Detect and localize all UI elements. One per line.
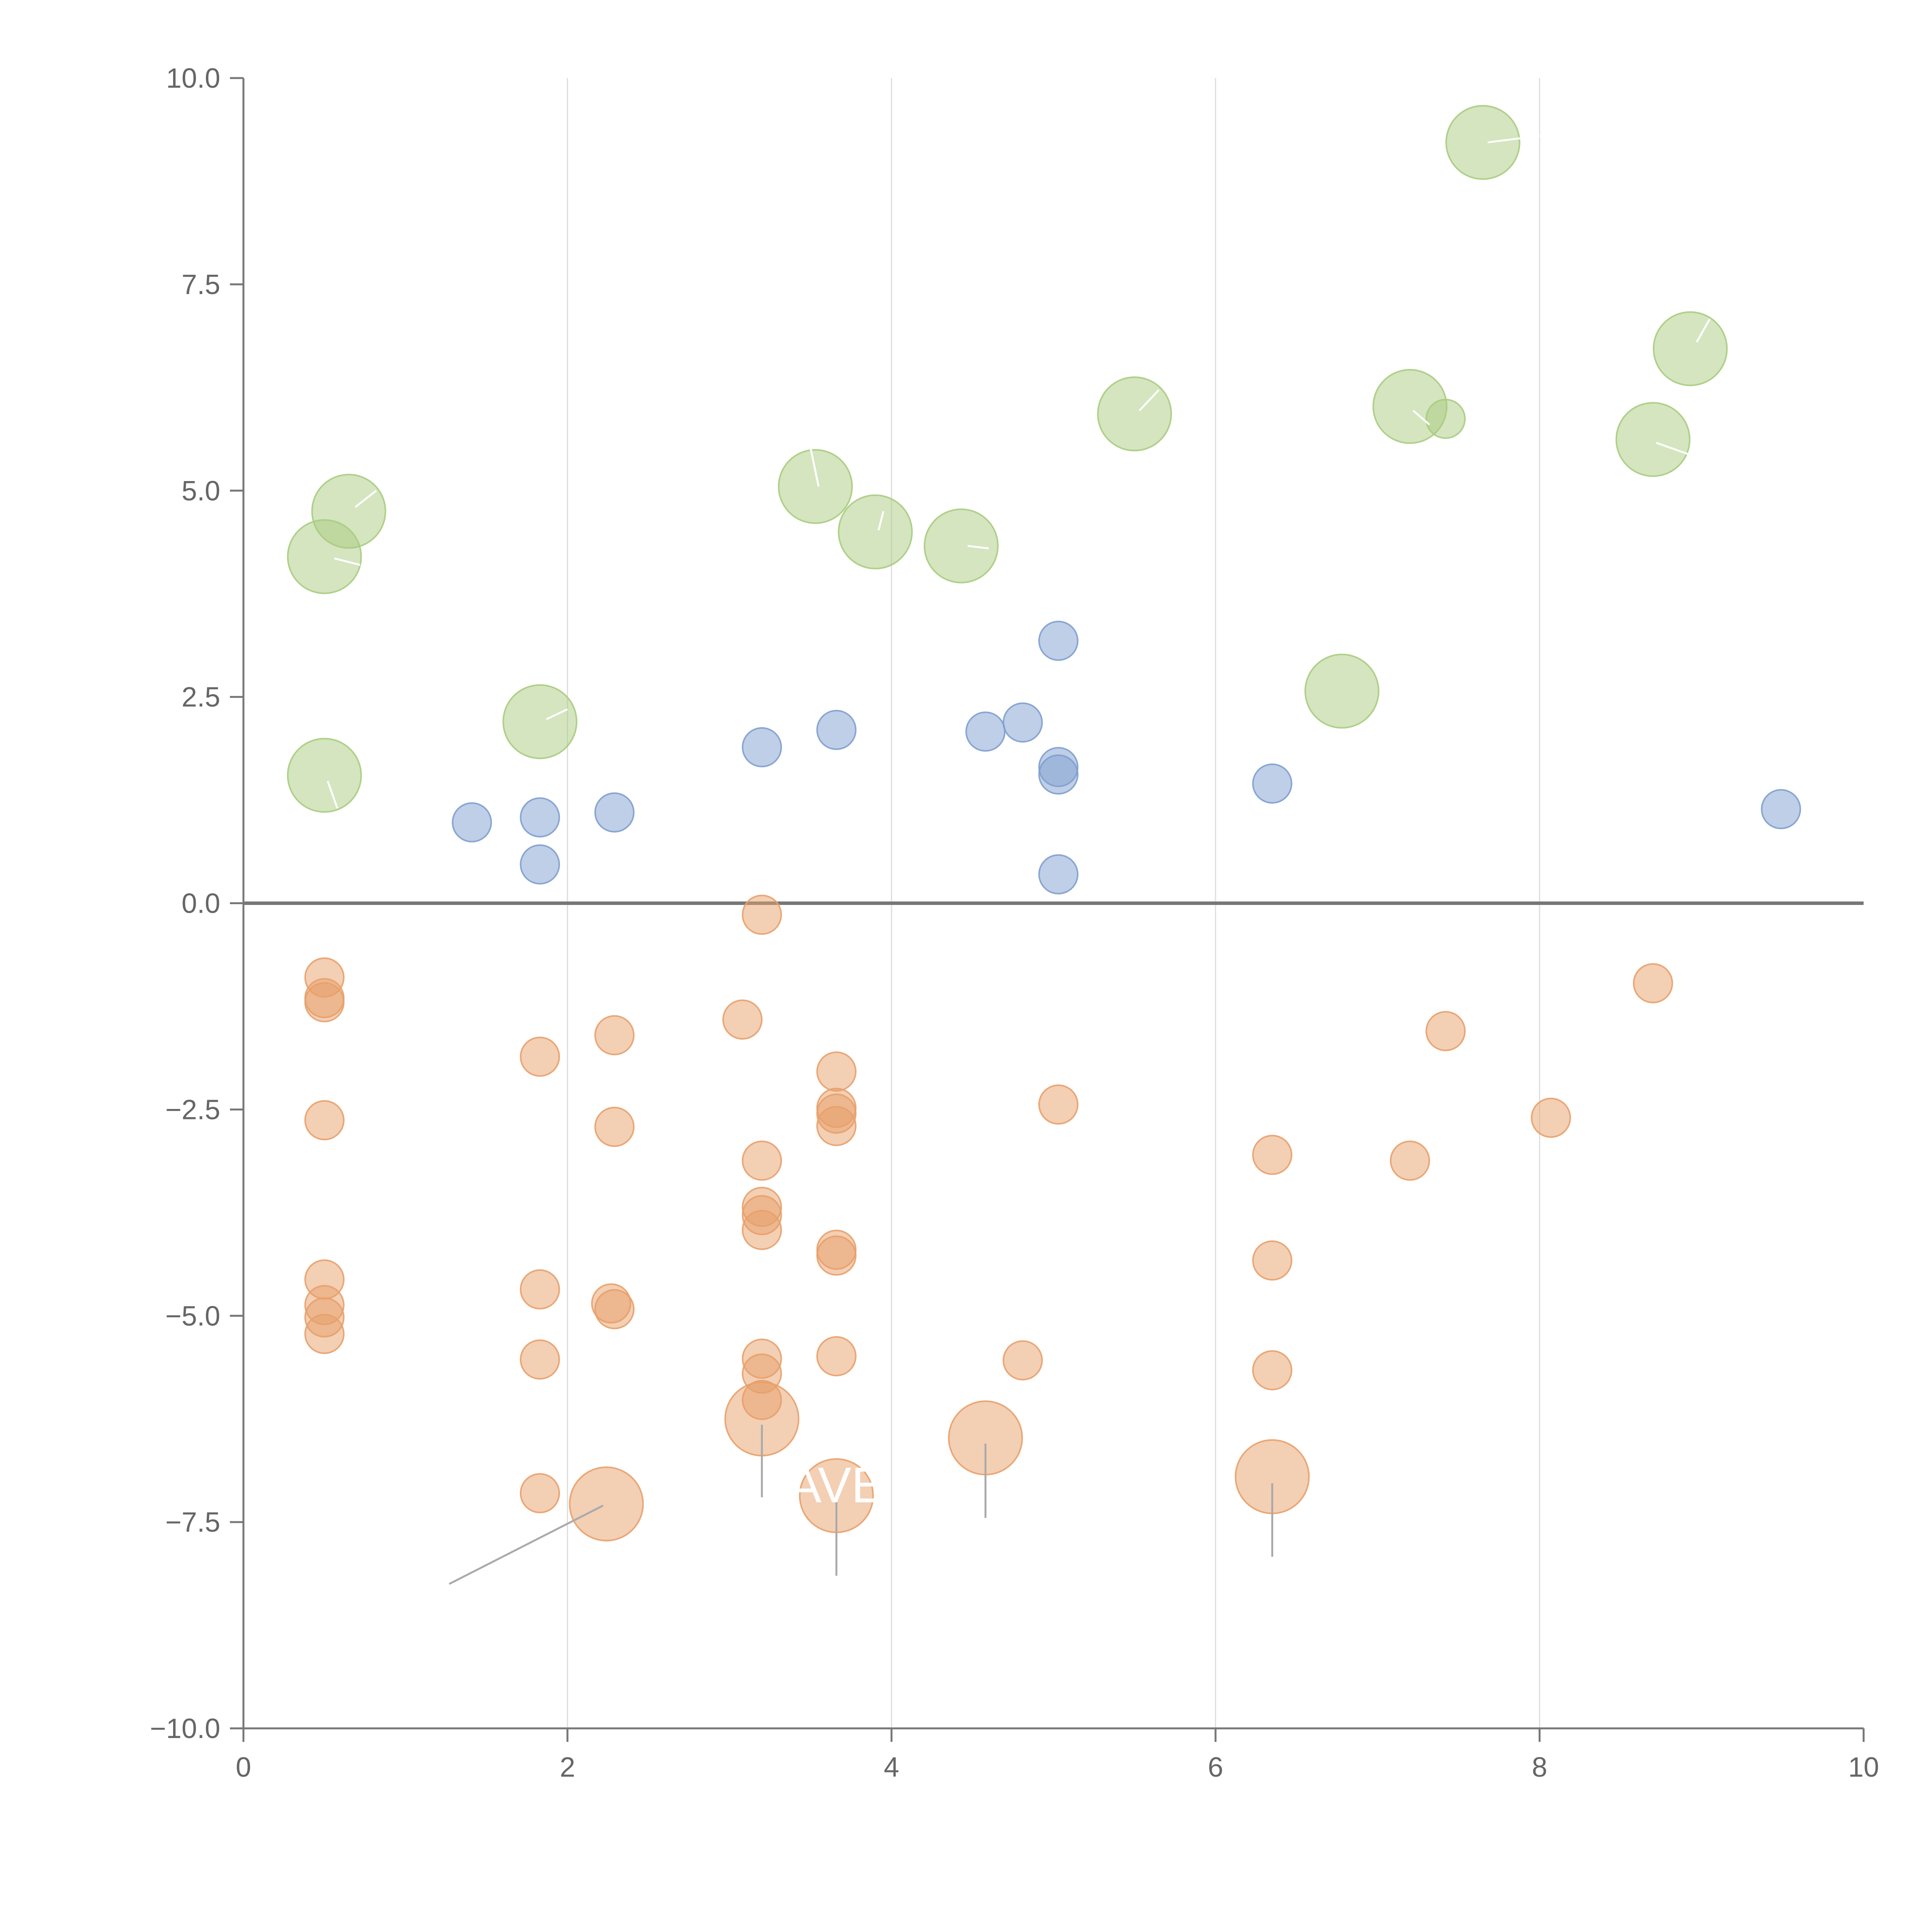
- x-tick-label-0: 0: [236, 1752, 251, 1783]
- y-tick-label-8: −10.0: [150, 1713, 220, 1744]
- annotation-label-0: AVE: [788, 1457, 884, 1513]
- orange-point-37: [1038, 1084, 1079, 1125]
- leader-line-9: [810, 447, 820, 487]
- orange-point-13: [594, 1107, 635, 1147]
- blue-point-6: [965, 711, 1006, 752]
- orange-point-3: [304, 1100, 345, 1141]
- blue-point-0: [452, 802, 492, 843]
- x-tick-label-1: 2: [560, 1752, 575, 1783]
- orange-point-43: [1425, 1011, 1466, 1051]
- orange-point-22: [742, 1210, 782, 1250]
- green-point-6: [923, 508, 999, 583]
- leader-line-5: [334, 557, 361, 566]
- y-tick-label-7: −7.5: [165, 1507, 220, 1538]
- green-point-3: [502, 684, 578, 759]
- leader-line-6: [354, 490, 377, 508]
- orange-point-39: [1252, 1240, 1293, 1281]
- green-point-5: [838, 494, 913, 570]
- orange-point-8: [520, 1036, 560, 1077]
- data-points: [287, 105, 1801, 1542]
- leader-line-12: [1138, 389, 1160, 412]
- blue-point-13: [1761, 789, 1801, 830]
- green-point-12: [1615, 402, 1690, 477]
- tick-labels: 0 2 4 6 8 10 10.0 7.5 5.0 2.5 0.0 −2.5 −5.0 −7.5 −10.0: [150, 63, 1879, 1783]
- green-point-13: [1653, 311, 1728, 386]
- y-tick-label-0: 10.0: [166, 63, 220, 94]
- orange-point-36: [1002, 1340, 1043, 1381]
- leader-line-11: [967, 545, 989, 549]
- blue-point-8: [1038, 621, 1079, 661]
- y-tick-label-2: 5.0: [182, 476, 220, 507]
- orange-point-38: [1252, 1134, 1293, 1175]
- orange-point-16: [569, 1466, 644, 1542]
- orange-point-32: [816, 1235, 857, 1276]
- green-point-2: [287, 738, 362, 813]
- x-tick-label-4: 8: [1532, 1752, 1547, 1783]
- leader-line-15: [1656, 442, 1694, 457]
- y-tick-label-4: 0.0: [182, 888, 220, 919]
- leader-line-0: [449, 1505, 604, 1585]
- green-point-7: [1097, 376, 1172, 452]
- x-tick-label-5: 10: [1848, 1752, 1879, 1783]
- orange-point-44: [1531, 1097, 1571, 1138]
- orange-point-27: [816, 1051, 857, 1092]
- orange-point-33: [816, 1336, 857, 1376]
- orange-point-10: [520, 1339, 560, 1380]
- y-tick-label-6: −5.0: [165, 1301, 220, 1332]
- blue-point-2: [520, 844, 560, 885]
- y-tick-label-1: 7.5: [182, 269, 220, 300]
- green-point-10: [1425, 398, 1466, 439]
- orange-point-42: [1389, 1140, 1430, 1181]
- blue-point-12: [1252, 763, 1293, 804]
- blue-point-5: [816, 710, 857, 750]
- leader-line-7: [327, 781, 338, 809]
- orange-point-30: [816, 1106, 857, 1146]
- blue-point-3: [594, 792, 635, 833]
- orange-point-9: [520, 1269, 560, 1310]
- blue-point-11: [1038, 854, 1079, 895]
- orange-point-11: [520, 1473, 560, 1514]
- orange-point-40: [1252, 1350, 1293, 1391]
- x-tick-label-3: 6: [1208, 1752, 1223, 1783]
- orange-point-18: [742, 895, 782, 935]
- green-point-1: [287, 519, 362, 594]
- orange-point-12: [594, 1015, 635, 1056]
- leader-line-16: [1696, 318, 1711, 343]
- green-point-4: [778, 449, 853, 524]
- leader-line-8: [546, 708, 568, 720]
- orange-point-15: [594, 1289, 635, 1330]
- leader-line-14: [1487, 135, 1540, 144]
- blue-point-7: [1002, 702, 1043, 743]
- orange-point-19: [742, 1140, 782, 1181]
- annotations: AVE: [327, 135, 1711, 1585]
- orange-point-7: [304, 1314, 345, 1354]
- y-tick-label-5: −2.5: [165, 1094, 220, 1125]
- green-point-8: [1304, 653, 1379, 729]
- y-tick-label-3: 2.5: [182, 682, 220, 713]
- leader-line-13: [1412, 410, 1430, 425]
- axes: [230, 77, 1865, 1742]
- blue-point-1: [520, 797, 560, 838]
- green-point-11: [1445, 105, 1520, 180]
- orange-point-2: [304, 982, 345, 1022]
- x-tick-label-2: 4: [884, 1752, 899, 1783]
- leader-line-10: [878, 511, 884, 531]
- blue-point-4: [742, 727, 782, 767]
- orange-point-45: [1633, 963, 1673, 1003]
- orange-point-17: [722, 999, 763, 1040]
- blue-point-10: [1038, 754, 1079, 795]
